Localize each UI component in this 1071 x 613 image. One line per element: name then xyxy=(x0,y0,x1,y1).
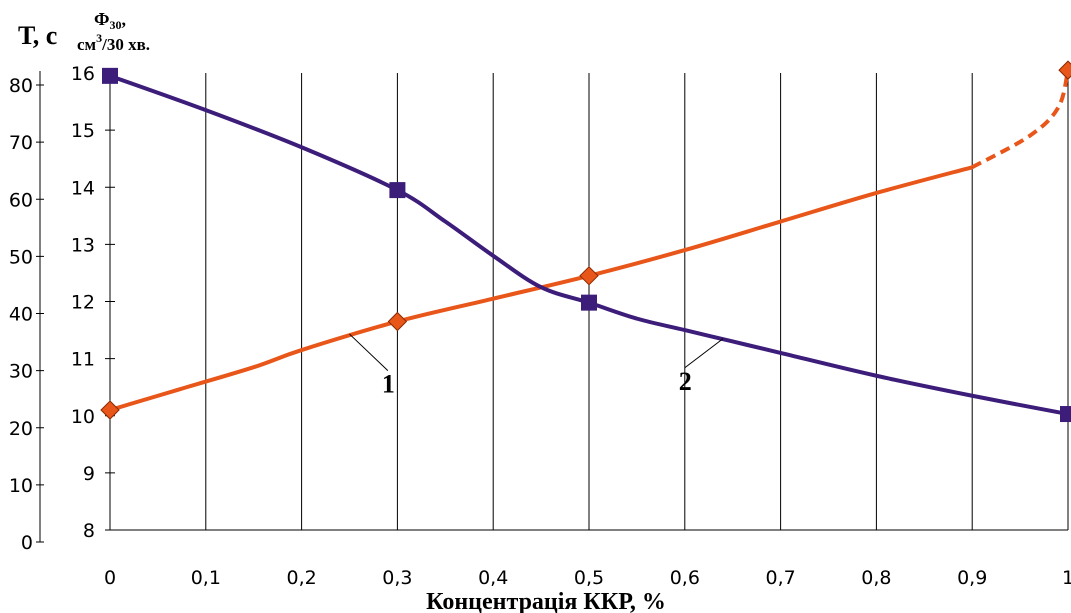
x-tick-label: 0,3 xyxy=(382,567,412,589)
series-1-point xyxy=(1058,60,1071,80)
y-left-axis-title: Т, с xyxy=(18,21,57,50)
x-tick-label: 0,9 xyxy=(957,567,987,589)
axis-layer: 0 0,1 0,2 0,3 0,4 0,5 0,6 0,7 0,8 0,9 101020304050… xyxy=(9,63,1071,589)
series-2-point xyxy=(1060,406,1071,423)
svg-text:см3/30 хв.: см3/30 хв. xyxy=(77,31,150,54)
y-left-tick-label: 30 xyxy=(9,361,33,383)
series-2-point xyxy=(389,182,406,199)
callout-leader xyxy=(684,338,724,369)
x-tick-label: 0,4 xyxy=(478,567,508,589)
curve-label-1: 1 xyxy=(382,370,395,399)
grid-layer xyxy=(205,73,1069,530)
y-right-axis-title: Ф30, см3/30 хв. xyxy=(77,9,150,54)
y-left-tick-label: 0 xyxy=(21,532,33,554)
x-tick-label: 0,6 xyxy=(670,567,700,589)
series-1-line xyxy=(109,165,973,412)
series-2-point xyxy=(102,67,118,84)
y-left-tick-label: 50 xyxy=(9,246,33,268)
y-right-tick-label: 16 xyxy=(71,63,95,85)
x-tick-label: 0,2 xyxy=(286,567,316,589)
series-2-point xyxy=(581,294,597,311)
x-tick-label: 1 xyxy=(1062,567,1071,589)
x-tick-label: 0,5 xyxy=(574,567,604,589)
y-right-tick-label: 10 xyxy=(71,406,95,428)
y-right-tick-label: 13 xyxy=(71,234,95,256)
y-left-tick-label: 40 xyxy=(9,304,33,326)
series-1-dashed-extension xyxy=(971,69,1070,170)
y-right-tick-label: 12 xyxy=(71,292,95,314)
y-left-tick-label: 70 xyxy=(9,132,33,154)
x-tick-label: 0,8 xyxy=(861,567,891,589)
x-axis-title: Концентрація ККР, % xyxy=(426,589,666,613)
y-left-tick-label: 20 xyxy=(9,418,33,440)
y-left-tick-label: 60 xyxy=(9,189,33,211)
y-right-tick-label: 14 xyxy=(71,177,95,199)
x-tick-label: 0,1 xyxy=(191,567,221,589)
y-left-tick-label: 80 xyxy=(9,75,33,97)
callout-leader xyxy=(349,333,389,371)
series-1-point xyxy=(100,400,120,420)
y-right-tick-label: 11 xyxy=(71,349,95,371)
curve-label-2: 2 xyxy=(679,367,692,396)
y-right-tick-label: 15 xyxy=(71,120,95,142)
series-1-point xyxy=(579,266,599,286)
y-right-tick-label: 9 xyxy=(83,463,95,485)
x-tick-label: 0,7 xyxy=(765,567,795,589)
marker-layer xyxy=(100,60,1071,423)
series-1-point xyxy=(387,311,408,332)
y-right-tick-label: 8 xyxy=(83,520,95,542)
svg-text:Ф30,: Ф30, xyxy=(94,9,126,32)
y-left-tick-label: 10 xyxy=(9,475,33,497)
x-tick-label: 0 xyxy=(104,567,116,589)
